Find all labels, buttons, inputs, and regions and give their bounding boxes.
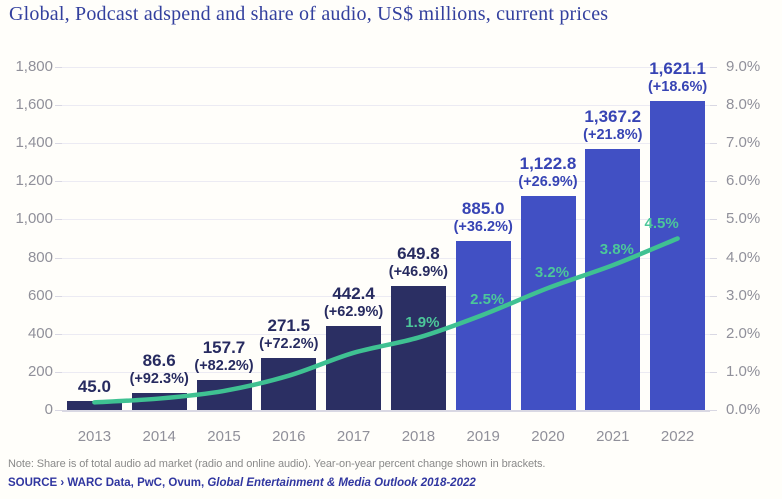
source-prefix: SOURCE › WARC Data, PwC, Ovum,: [8, 477, 208, 489]
bar-2014: [131, 393, 187, 410]
x-axis-label-2019: 2019: [466, 428, 500, 445]
left-axis-tick: [55, 67, 62, 68]
gridline: [62, 410, 710, 412]
right-axis-tick: [710, 296, 717, 297]
bar-2013: [66, 401, 122, 410]
right-axis-tick-label: 8.0%: [726, 96, 761, 113]
share-point-label: 4.5%: [644, 214, 679, 232]
left-axis-tick-label: 600: [27, 287, 53, 304]
left-axis-tick: [55, 143, 62, 144]
bar-growth: (+21.8%): [583, 127, 643, 144]
bar-growth: (+18.6%): [647, 79, 708, 96]
left-axis-tick: [55, 296, 62, 297]
bar-value-label: 885.0 (+36.2%): [418, 199, 548, 236]
x-axis-label-2014: 2014: [142, 428, 176, 445]
left-axis-tick-label: 1,600: [15, 96, 53, 113]
left-axis-tick-label: 1,200: [15, 172, 53, 189]
bar-2016: [261, 358, 317, 410]
left-axis-tick-label: 400: [27, 325, 53, 342]
gridline: [62, 219, 710, 220]
right-axis-tick-label: 6.0%: [726, 172, 761, 189]
left-axis-tick-label: 0: [44, 401, 53, 418]
right-axis-tick-label: 0.0%: [726, 401, 761, 418]
right-axis-tick: [710, 143, 717, 144]
left-axis-tick: [55, 219, 62, 220]
bar-value: 1,621.1: [649, 59, 706, 79]
right-axis-tick-label: 4.0%: [726, 249, 761, 266]
right-axis-tick: [710, 372, 717, 373]
right-axis-tick: [710, 410, 717, 411]
bar-value: 1,122.8: [519, 154, 577, 174]
right-axis-tick: [710, 258, 717, 259]
x-axis-label-2015: 2015: [207, 428, 241, 445]
right-axis-tick: [710, 334, 717, 335]
x-axis-label-2017: 2017: [336, 428, 371, 445]
left-axis-tick: [55, 258, 62, 259]
left-axis-tick-label: 1,000: [15, 210, 53, 227]
chart-title: Global, Podcast adspend and share of aud…: [9, 3, 609, 25]
bar-2018: [390, 286, 446, 410]
bar-value: 1,367.2: [584, 107, 642, 127]
bar-value-label: 1,621.1 (+18.6%): [613, 59, 743, 96]
left-axis-tick-label: 800: [27, 249, 53, 266]
gridline: [62, 181, 710, 182]
right-axis-tick: [710, 67, 717, 68]
right-axis-tick-label: 1.0%: [726, 363, 761, 380]
share-point-label: 2.5%: [470, 290, 505, 308]
right-axis-tick: [710, 181, 717, 182]
bar-2017: [326, 325, 382, 410]
share-point-label: 3.8%: [599, 241, 634, 259]
right-axis-tick-label: 7.0%: [726, 134, 761, 151]
left-axis-tick-label: 1,800: [15, 58, 53, 75]
share-point-label: 1.9%: [405, 313, 440, 331]
x-axis-label-2020: 2020: [531, 428, 565, 445]
bar-value: 885.0: [461, 199, 505, 219]
gridline: [62, 143, 710, 144]
gridline: [62, 67, 710, 68]
left-axis-tick: [55, 410, 62, 411]
right-axis-tick-label: 5.0%: [726, 210, 761, 227]
left-axis-tick: [55, 105, 62, 106]
bar-2015: [196, 379, 252, 410]
right-axis-tick: [710, 219, 717, 220]
right-axis-tick-label: 9.0%: [726, 58, 761, 75]
x-axis-label-2018: 2018: [401, 428, 436, 445]
left-axis-tick: [55, 334, 62, 335]
bar-value-label: 1,367.2 (+21.8%): [548, 107, 678, 144]
x-axis-label-2021: 2021: [596, 428, 630, 445]
left-axis-tick: [55, 181, 62, 182]
share-point-label: 3.2%: [534, 264, 570, 282]
bar-2019: [455, 241, 511, 410]
source-publication: Global Entertainment & Media Outlook 201…: [207, 477, 476, 489]
left-axis-tick: [55, 372, 62, 373]
bar-value-label: 1,122.8 (+26.9%): [483, 154, 613, 191]
bar-growth: (+36.2%): [453, 219, 513, 236]
gridline: [62, 105, 710, 106]
bar-2022: [650, 101, 706, 410]
x-axis-label-2013: 2013: [77, 428, 112, 445]
bar-growth: (+26.9%): [518, 174, 578, 191]
x-axis-label-2022: 2022: [660, 428, 695, 445]
bar-2020: [520, 196, 576, 410]
right-axis-tick-label: 2.0%: [726, 325, 761, 342]
bar-2021: [585, 149, 641, 410]
right-axis-tick: [710, 105, 717, 106]
left-axis-tick-label: 200: [27, 363, 53, 380]
x-axis-label-2016: 2016: [272, 428, 306, 445]
right-axis-tick-label: 3.0%: [726, 287, 761, 304]
source-line: SOURCE › WARC Data, PwC, Ovum, Global En…: [8, 477, 476, 489]
footnote: Note: Share is of total audio ad market …: [8, 458, 546, 470]
left-axis-tick-label: 1,400: [15, 134, 53, 151]
